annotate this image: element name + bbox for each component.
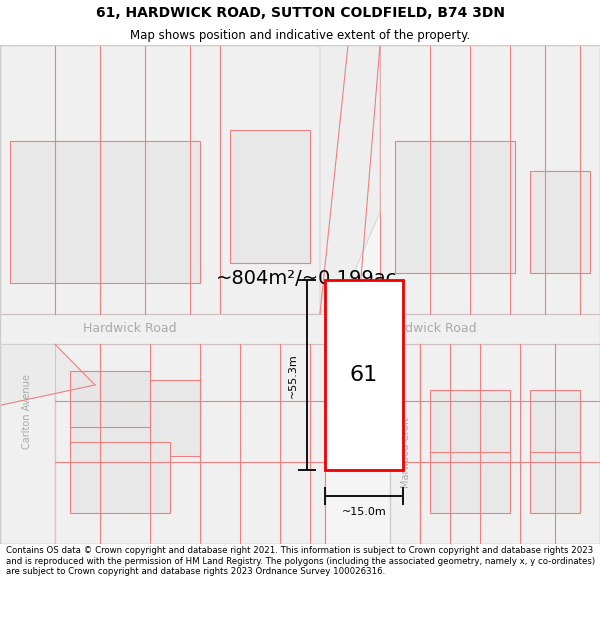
Text: ~15.0m: ~15.0m bbox=[341, 508, 386, 518]
Bar bbox=[230, 131, 310, 263]
Bar bbox=[70, 371, 150, 427]
Bar bbox=[55, 344, 325, 544]
Polygon shape bbox=[320, 45, 380, 314]
Text: Hardwick Road: Hardwick Road bbox=[383, 322, 477, 336]
Polygon shape bbox=[0, 344, 95, 406]
Bar bbox=[325, 280, 403, 471]
Text: Map shows position and indicative extent of the property.: Map shows position and indicative extent… bbox=[130, 29, 470, 42]
Bar bbox=[10, 141, 200, 283]
Text: ~804m²/~0.199ac.: ~804m²/~0.199ac. bbox=[216, 269, 404, 288]
Bar bbox=[380, 45, 600, 314]
Bar bbox=[0, 45, 220, 314]
Text: Carlton Avenue: Carlton Avenue bbox=[22, 374, 32, 449]
Text: ~55.3m: ~55.3m bbox=[288, 353, 298, 398]
Text: 61, HARDWICK ROAD, SUTTON COLDFIELD, B74 3DN: 61, HARDWICK ROAD, SUTTON COLDFIELD, B74… bbox=[95, 6, 505, 19]
Bar bbox=[220, 45, 320, 314]
Bar bbox=[0, 344, 600, 544]
Bar bbox=[70, 380, 200, 456]
Bar bbox=[430, 390, 510, 456]
Bar bbox=[530, 390, 580, 456]
Bar bbox=[390, 344, 420, 544]
Text: 61: 61 bbox=[350, 365, 378, 385]
Bar bbox=[0, 314, 600, 344]
Text: Hardwick Road: Hardwick Road bbox=[83, 322, 177, 336]
Bar bbox=[0, 45, 600, 314]
Bar bbox=[0, 344, 55, 544]
Text: Contains OS data © Crown copyright and database right 2021. This information is : Contains OS data © Crown copyright and d… bbox=[6, 546, 595, 576]
Text: Marwood Croft: Marwood Croft bbox=[401, 417, 411, 488]
Bar bbox=[395, 141, 515, 273]
Bar bbox=[70, 442, 170, 513]
Bar bbox=[430, 452, 510, 513]
Bar bbox=[530, 452, 580, 513]
Bar bbox=[530, 171, 590, 273]
Bar bbox=[420, 344, 600, 544]
